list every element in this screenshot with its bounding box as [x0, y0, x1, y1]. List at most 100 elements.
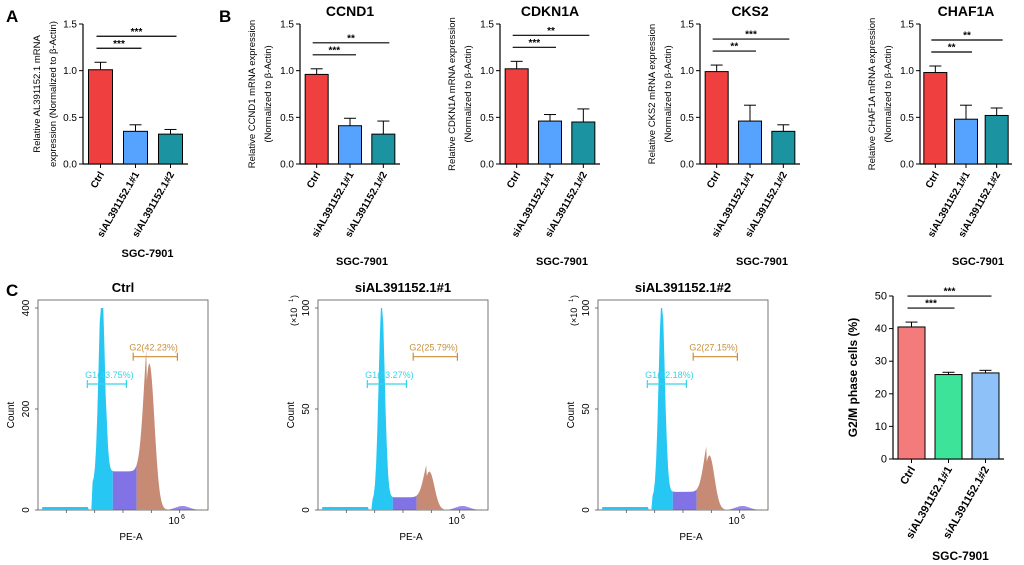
y-tick-label: 0 [21, 507, 32, 513]
flow-histogram-si1: siAL391152.1#1 0 50 100(×10 1) Count 10 6 PE-A G1… [286, 280, 489, 543]
significance-label: ** [547, 26, 555, 37]
chart-cdkn1a-expression: CDKN1A 0.0 0.5 1.0 1.5 Relative CDKN1A mRNA e… [447, 3, 600, 268]
chart-title: CKS2 [731, 3, 769, 19]
y-tick-label: 0 [881, 454, 887, 466]
bar-3 [984, 114, 1009, 165]
tail-area [730, 505, 762, 510]
bar-3 [158, 133, 183, 165]
y-exponent-base: (×10 [569, 308, 579, 326]
significance-label: ** [347, 33, 355, 44]
y-tick-label: 1.0 [280, 66, 294, 77]
y-tick-label: 0.5 [680, 113, 694, 124]
panel-label-c: C [6, 281, 18, 300]
y-axis-label: Relative CHAF1A mRNA expression [867, 18, 878, 171]
category-label: Ctrl [505, 170, 523, 191]
y-tick-label: 30 [875, 356, 887, 368]
y-axis-label: Count [566, 401, 577, 428]
y-axis-label: Relative CCND1 mRNA expression [247, 20, 258, 168]
bar-3 [771, 130, 796, 165]
y-tick-label: 0 [301, 507, 312, 513]
chart-al391152-expression: 0.0 0.5 1.0 1.5 Relative AL391152.1 mRNA expr… [32, 20, 188, 260]
y-axis-label: Count [286, 401, 297, 428]
x-axis-label: SGC-7901 [932, 549, 989, 563]
significance-label: ** [963, 31, 971, 42]
significance-label: *** [944, 287, 956, 298]
chart-title: CCND1 [326, 3, 374, 19]
significance-label: ** [948, 43, 956, 54]
panel-label-a: A [6, 7, 18, 26]
tail-area [170, 505, 202, 510]
chart-title: CDKN1A [521, 3, 579, 19]
significance-label: ** [730, 42, 738, 53]
y-exponent: (×10 1) [289, 295, 299, 326]
x-tick-label: 10 [448, 516, 460, 527]
y-tick-label: 0.5 [280, 113, 294, 124]
y-tick-label: 0.0 [680, 160, 694, 171]
bar-3 [371, 133, 396, 165]
panel-label-b: B [219, 7, 231, 26]
bar-1 [923, 72, 948, 165]
g1-phase-area [601, 308, 673, 510]
y-tick-label: 400 [21, 299, 32, 316]
s-phase-area [392, 495, 417, 510]
g2-gate-label: G2(25.79%) [409, 343, 458, 353]
y-tick-label: 1.0 [63, 66, 77, 77]
category-label: Ctrl [305, 170, 323, 191]
g1-gate-label: G1(62.18%) [645, 370, 694, 380]
y-exponent-close: ) [289, 295, 299, 298]
g2-phase-area [696, 446, 731, 510]
bar-3 [971, 372, 1000, 460]
y-tick-label: 1.0 [900, 66, 914, 77]
plot-frame [317, 299, 489, 511]
y-exponent-power: 1 [569, 298, 575, 302]
bar-2 [934, 374, 963, 460]
x-axis-label: PE-A [119, 532, 143, 543]
flow-histogram-si2: siAL391152.1#2 0 50 100(×10 1) Count 10 6 PE-A G1… [566, 280, 769, 543]
category-label: Ctrl [89, 170, 107, 191]
chart-ccnd1-expression: CCND1 0.0 0.5 1.0 1.5 Relative CCND1 mRNA exp… [247, 3, 400, 268]
x-axis-label: SGC-7901 [122, 248, 174, 260]
chart-title: CHAF1A [938, 3, 995, 19]
y-tick-label: 1.5 [900, 20, 914, 31]
g2-gate-label: G2(42.23%) [129, 343, 178, 353]
y-axis-label: Relative AL391152.1 mRNA [32, 35, 43, 153]
y-tick-label: 50 [581, 403, 592, 415]
bar-1 [504, 68, 529, 165]
y-axis-label-line2: (Normalized to β-Actin) [263, 45, 274, 142]
y-tick-label: 1.5 [680, 20, 694, 31]
y-exponent-close: ) [569, 295, 579, 298]
bar-1 [704, 71, 729, 165]
x-tick-exponent: 6 [741, 514, 745, 521]
y-tick-label: 1.5 [480, 20, 494, 31]
s-phase-area [112, 464, 137, 510]
y-tick-label: 40 [875, 323, 887, 335]
chart-title: siAL391152.1#2 [635, 280, 731, 295]
category-label: Ctrl [898, 465, 918, 487]
significance-label: *** [328, 45, 340, 56]
x-axis-label: SGC-7901 [736, 256, 788, 268]
y-tick-label: 1.0 [680, 66, 694, 77]
g2-phase-area [416, 465, 451, 510]
y-tick-label: 50 [301, 403, 312, 415]
y-tick-label: 1.5 [63, 20, 77, 31]
x-tick-exponent: 6 [181, 514, 185, 521]
y-tick-label: 50 [875, 291, 887, 303]
chart-title: siAL391152.1#1 [355, 280, 451, 295]
y-tick-label: 0.0 [480, 160, 494, 171]
y-tick-label: 0.0 [63, 160, 77, 171]
y-axis-label: G2/M phase cells (%) [846, 318, 860, 437]
y-axis-label-line2: (Normalized to β-Actin) [883, 45, 894, 142]
y-tick-label: 1.5 [280, 20, 294, 31]
bar-3 [571, 121, 596, 165]
g1-gate-label: G1(63.27%) [365, 370, 414, 380]
x-axis-label: SGC-7901 [952, 256, 1004, 268]
plot-frame [597, 299, 769, 511]
y-tick-label: 0.5 [480, 113, 494, 124]
y-tick-label: 0 [581, 507, 592, 513]
significance-label: *** [528, 38, 540, 49]
y-axis-label: Relative CKS2 mRNA expression [647, 24, 658, 164]
y-axis-label-line2: (Normalized to β-Actin) [463, 45, 474, 142]
bar-2 [123, 130, 148, 165]
